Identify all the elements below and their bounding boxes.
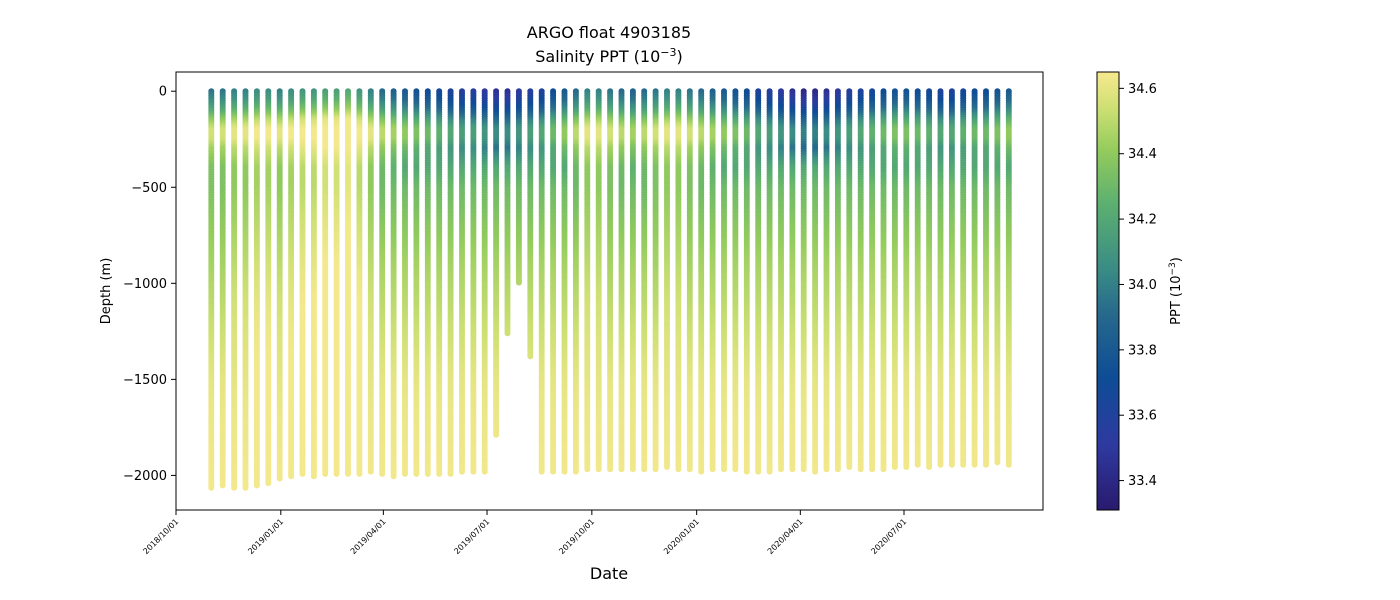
data-point bbox=[345, 470, 351, 477]
profile-2019-04-20 bbox=[402, 88, 408, 477]
data-point bbox=[515, 279, 522, 286]
data-point bbox=[208, 484, 215, 491]
data-point bbox=[367, 468, 374, 475]
profile-2019-06-09 bbox=[459, 88, 465, 475]
data-point bbox=[265, 480, 272, 487]
data-point bbox=[436, 470, 443, 477]
data-point bbox=[504, 330, 511, 337]
data-point bbox=[538, 468, 545, 475]
data-point bbox=[231, 484, 238, 491]
profile-2019-05-30 bbox=[447, 88, 454, 477]
data-point bbox=[527, 353, 534, 360]
data-point bbox=[333, 470, 340, 477]
profile-2019-08-18 bbox=[538, 88, 545, 475]
profile-2018-12-21 bbox=[265, 88, 272, 487]
data-point bbox=[459, 468, 465, 475]
data-point bbox=[447, 470, 454, 477]
profile-2018-12-31 bbox=[276, 88, 283, 482]
data-point bbox=[288, 473, 295, 480]
profile-2019-06-19 bbox=[470, 88, 477, 475]
data-point bbox=[310, 473, 317, 480]
scatter-points bbox=[208, 88, 1012, 491]
data-point bbox=[481, 468, 488, 475]
profile-2018-12-11 bbox=[253, 88, 260, 489]
profile-2018-11-01 bbox=[208, 88, 215, 491]
profile-2019-03-31 bbox=[379, 88, 386, 477]
data-point bbox=[379, 470, 386, 477]
chart-title: ARGO float 4903185 bbox=[527, 23, 691, 42]
chart-subtitle: Salinity PPT (10−3) bbox=[535, 46, 683, 67]
profile-2018-11-21 bbox=[231, 88, 238, 491]
profile-2019-01-20 bbox=[299, 88, 306, 477]
data-point bbox=[424, 470, 431, 477]
data-point bbox=[322, 470, 329, 477]
profile-2019-07-19 bbox=[504, 88, 511, 337]
profile-2019-02-09 bbox=[322, 88, 329, 477]
data-point bbox=[470, 468, 477, 475]
profile-2019-03-21 bbox=[367, 88, 374, 475]
profile-2019-08-28 bbox=[550, 88, 557, 475]
data-point bbox=[242, 484, 249, 491]
data-point bbox=[413, 470, 420, 477]
profile-2019-07-29 bbox=[515, 88, 522, 286]
profile-2019-03-01 bbox=[345, 88, 351, 477]
profile-2019-04-10 bbox=[390, 88, 397, 480]
profile-2018-11-11 bbox=[219, 88, 226, 489]
data-point bbox=[493, 431, 500, 438]
data-point bbox=[356, 470, 363, 477]
data-point bbox=[253, 482, 260, 489]
profile-2019-04-30 bbox=[413, 88, 420, 477]
data-point bbox=[219, 482, 226, 489]
profile-2019-05-20 bbox=[436, 88, 443, 477]
profile-2019-06-29 bbox=[481, 88, 488, 475]
profile-2019-08-08 bbox=[527, 88, 534, 360]
profile-2019-02-19 bbox=[333, 88, 340, 477]
data-point bbox=[299, 470, 306, 477]
profile-2019-01-10 bbox=[288, 88, 295, 480]
profile-2019-05-10 bbox=[424, 88, 431, 477]
profile-2018-12-01 bbox=[242, 88, 249, 491]
profile-2019-07-09 bbox=[493, 88, 500, 438]
profile-2019-01-30 bbox=[310, 88, 317, 480]
data-point bbox=[390, 473, 397, 480]
data-point bbox=[276, 475, 283, 482]
data-point bbox=[402, 470, 408, 477]
profile-2019-03-11 bbox=[356, 88, 363, 477]
